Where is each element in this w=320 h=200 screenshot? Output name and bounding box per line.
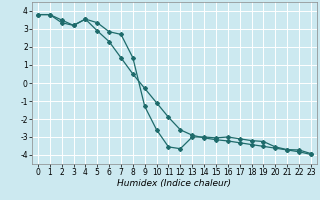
X-axis label: Humidex (Indice chaleur): Humidex (Indice chaleur) [117, 179, 231, 188]
